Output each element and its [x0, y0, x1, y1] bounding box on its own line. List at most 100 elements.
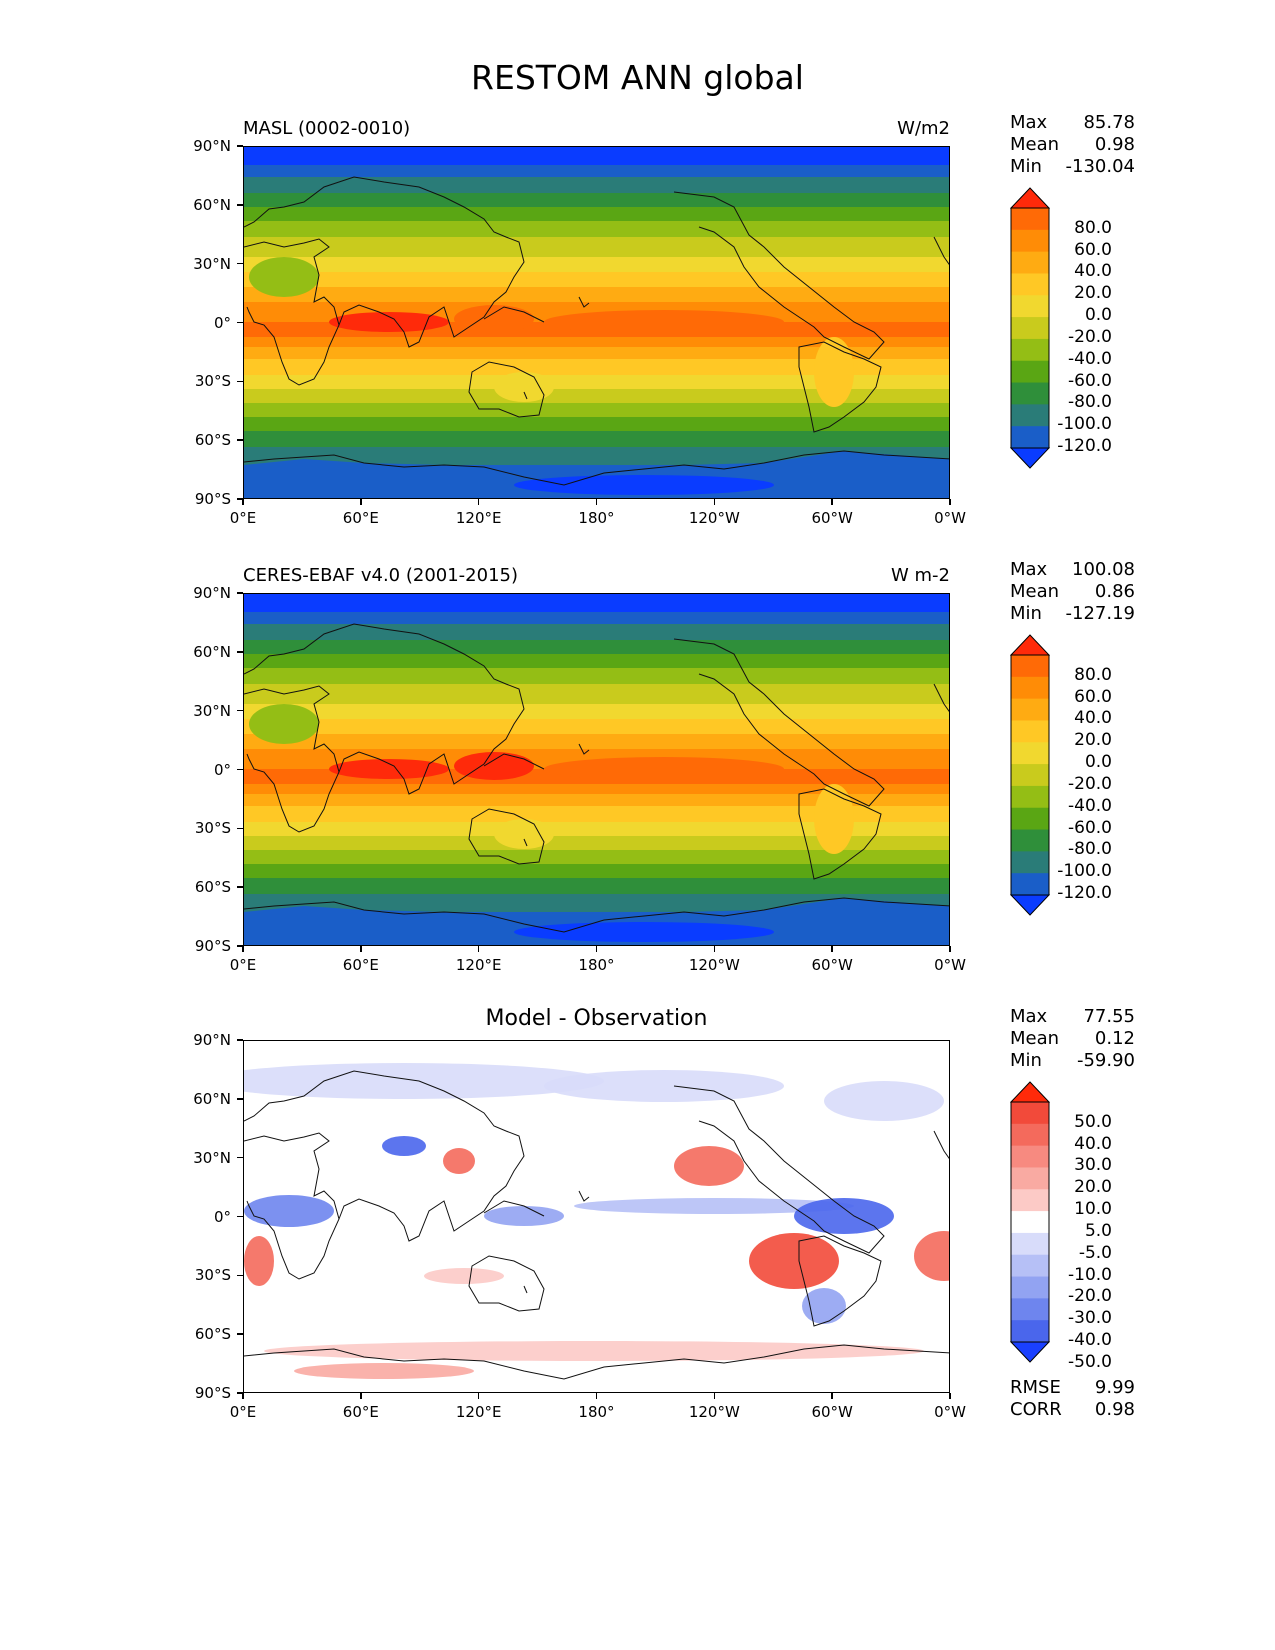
field-band [244, 287, 949, 302]
field-band [244, 359, 949, 375]
stat-value: 0.98 [1094, 1399, 1135, 1420]
colorbar-swatch [1011, 851, 1049, 874]
colorbar-swatch [1011, 1167, 1049, 1190]
field-band [244, 684, 949, 704]
colorbar-bottom-triangle [1009, 1341, 1051, 1363]
colorbar-swatch [1011, 829, 1049, 852]
colorbar-label: -20.0 [1068, 326, 1112, 347]
colorbar-label: -100.0 [1057, 414, 1112, 435]
field-band [244, 822, 949, 836]
lat-tick-label: 30°S [194, 819, 231, 838]
lon-tick-mark [360, 946, 362, 952]
colorbar-frame [1010, 654, 1050, 896]
colorbar-swatch [1011, 807, 1049, 831]
colorbar-label: 40.0 [1074, 261, 1112, 282]
colorbar-label: -50.0 [1068, 1351, 1112, 1372]
field-band [244, 612, 949, 624]
coastline [798, 1235, 882, 1327]
colorbar [1009, 187, 1051, 473]
field-feature [514, 475, 774, 495]
lon-tick-label: 60°E [342, 509, 379, 527]
field-feature [294, 1363, 474, 1379]
colorbar-swatch [1011, 1254, 1049, 1278]
stat-row: Mean 0.12 [1010, 1028, 1135, 1050]
lon-tick-mark [595, 1393, 598, 1399]
colorbar-swatch [1011, 1232, 1049, 1256]
colorbar-swatch [1011, 785, 1049, 809]
colorbar-label: 0.0 [1084, 752, 1112, 773]
lat-tick-mark [237, 380, 243, 383]
stat-label: Min [1010, 603, 1042, 624]
colorbar-swatch [1011, 1189, 1049, 1212]
lat-tick-mark [237, 262, 243, 265]
lat-tick-mark [237, 204, 243, 206]
field-band [244, 417, 949, 431]
stat-value: 9.99 [1094, 1377, 1135, 1398]
lon-tick-label: 0°E [229, 1403, 257, 1421]
field-feature [544, 757, 784, 781]
colorbar-swatch [1011, 720, 1049, 743]
lat-tick-mark [237, 1215, 243, 1218]
lat-tick-mark [237, 1333, 243, 1335]
field-band [244, 878, 949, 894]
lon-tick-mark [713, 1393, 716, 1399]
lon-tick-label: 120°E [455, 956, 502, 974]
field-feature [454, 752, 534, 780]
coastlines [244, 176, 949, 486]
colorbar [1009, 1081, 1051, 1367]
stat-row: Max 77.55 [1010, 1006, 1135, 1028]
stat-row: Max 100.08 [1010, 559, 1135, 581]
lon-tick-label: 0°W [934, 509, 966, 527]
field-feature [329, 759, 449, 779]
stat-value: 0.98 [1094, 134, 1135, 155]
stat-label: Max [1010, 112, 1048, 133]
lon-tick-mark [595, 946, 598, 952]
lon-tick-label: 60°W [811, 509, 853, 527]
stat-row: Max 85.78 [1010, 112, 1135, 134]
colorbar-swatch [1011, 873, 1049, 896]
lon-tick-mark [949, 946, 951, 952]
stat-label: Mean [1010, 1028, 1060, 1049]
field-feature [574, 1198, 854, 1214]
field-feature [424, 1268, 504, 1284]
colorbar-swatch [1011, 1145, 1049, 1168]
coastline [244, 897, 949, 933]
stat-label: Max [1010, 1006, 1048, 1027]
field-band [244, 594, 949, 608]
lat-tick-mark [237, 592, 243, 594]
field-band [244, 734, 949, 749]
stat-row: Min -59.90 [1010, 1050, 1135, 1072]
colorbar-label: -30.0 [1068, 1308, 1112, 1329]
stats-box: Max 77.55 Mean 0.12 Min -59.90 [1010, 1006, 1135, 1072]
field-feature [244, 1063, 604, 1099]
colorbar-svg [1009, 1081, 1051, 1363]
field-feature [249, 704, 319, 744]
coastline [244, 176, 525, 348]
coastline [244, 450, 949, 486]
coastline [798, 788, 882, 880]
lat-tick-label: 60°S [194, 878, 231, 897]
stat-value: 85.78 [1083, 112, 1135, 133]
lat-tick-label: 30°S [194, 1266, 231, 1285]
field-band [244, 272, 949, 287]
colorbar-label: 30.0 [1074, 1155, 1112, 1176]
stats-box: Max 85.78 Mean 0.98 Min -130.04 [1010, 112, 1135, 178]
field-layer [244, 147, 949, 498]
lon-tick-mark [477, 1393, 480, 1399]
lat-tick-mark [237, 1039, 243, 1041]
field-band [244, 193, 949, 207]
lon-tick-mark [949, 499, 951, 505]
panel-title: CERES-EBAF v4.0 (2001-2015) [243, 565, 519, 586]
lat-tick-mark [237, 439, 243, 441]
colorbar-swatch [1011, 1320, 1049, 1343]
lon-tick-mark [477, 499, 480, 505]
colorbar-label: -60.0 [1068, 370, 1112, 391]
colorbar-label: 60.0 [1074, 239, 1112, 260]
lon-tick-mark [831, 499, 833, 505]
lon-tick-mark [360, 1393, 362, 1399]
lon-tick-label: 60°W [811, 956, 853, 974]
field-band [244, 640, 949, 654]
field-band [244, 894, 949, 912]
map-plot [243, 1040, 950, 1393]
stat-label: CORR [1010, 1399, 1062, 1420]
